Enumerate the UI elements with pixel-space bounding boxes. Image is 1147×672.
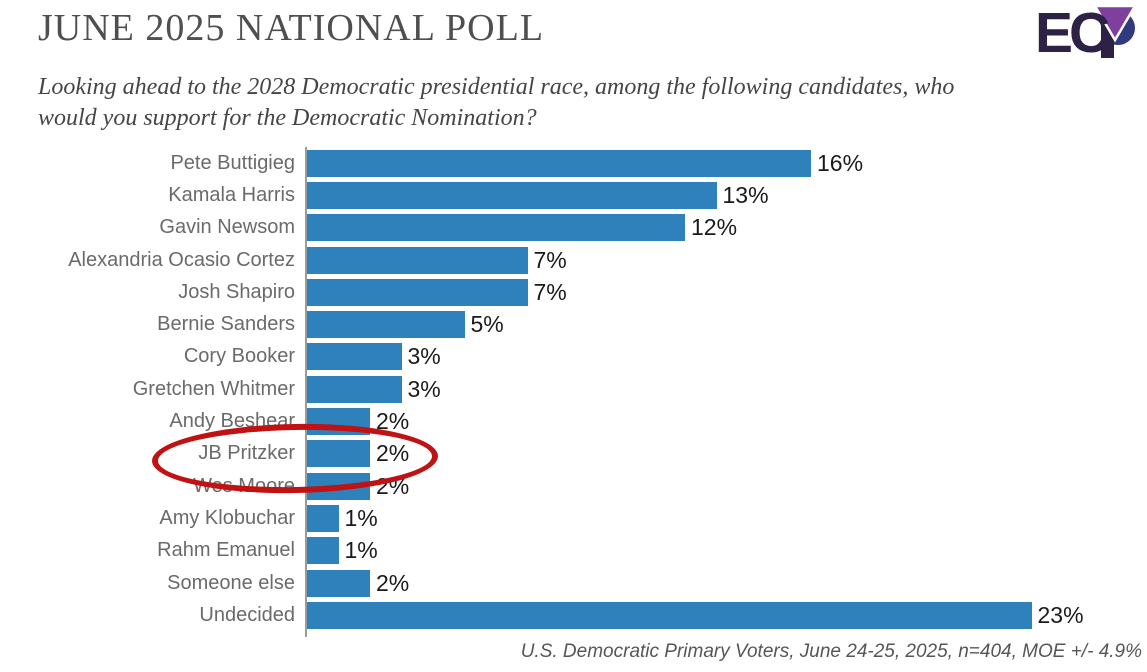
bar xyxy=(307,601,1032,629)
category-label: Cory Booker xyxy=(183,345,295,368)
bar xyxy=(307,149,811,177)
category-label: Andy Beshear xyxy=(169,410,295,433)
category-label: Wes Moore xyxy=(193,474,295,497)
value-label: 16% xyxy=(817,149,864,176)
bar-chart-rows: Pete Buttigieg 16% Kamala Harris 13% Gavin N… xyxy=(0,147,1147,632)
poll-question-line-2: would you support for the Democratic Nom… xyxy=(38,105,537,131)
category-label: Alexandria Ocasio Cortez xyxy=(68,248,295,271)
logo-p-check-purple xyxy=(1092,5,1138,43)
bar xyxy=(307,472,370,500)
bar-track: 2% xyxy=(305,405,1147,438)
bar-track: 2% xyxy=(305,566,1147,600)
value-label: 1% xyxy=(344,537,378,564)
value-label: 3% xyxy=(407,343,441,370)
source-note: U.S. Democratic Primary Voters, June 24-… xyxy=(520,641,1142,662)
category-label: Gretchen Whitmer xyxy=(132,377,295,400)
chart-row: Kamala Harris 13% xyxy=(0,179,1147,212)
chart-row: Undecided 23% xyxy=(0,599,1147,632)
value-label: 13% xyxy=(722,181,769,208)
bar xyxy=(307,246,528,274)
chart-row: Gavin Newsom 12% xyxy=(0,211,1147,244)
bar xyxy=(307,278,528,306)
page-title: JUNE 2025 NATIONAL POLL xyxy=(38,7,545,49)
category-label: Pete Buttigieg xyxy=(170,151,295,174)
value-label: 2% xyxy=(376,472,410,499)
chart-row: Rahm Emanuel 1% xyxy=(0,534,1147,567)
value-label: 2% xyxy=(376,569,410,596)
poll-question-line-1: Looking ahead to the 2028 Democratic pre… xyxy=(38,74,955,100)
chart-row: Someone else 2% xyxy=(0,566,1147,600)
category-label: Undecided xyxy=(199,603,295,626)
category-label: Kamala Harris xyxy=(168,183,295,206)
value-label: 2% xyxy=(376,408,410,435)
category-label: Gavin Newsom xyxy=(159,216,295,239)
bar-track: 16% xyxy=(305,147,1147,180)
chart-row: Alexandria Ocasio Cortez 7% xyxy=(0,243,1147,277)
bar xyxy=(307,569,370,597)
poll-question: Looking ahead to the 2028 Democratic pre… xyxy=(38,72,954,134)
bar-track: 3% xyxy=(305,340,1147,374)
bar-track: 7% xyxy=(305,276,1147,309)
bar xyxy=(307,214,685,242)
ecp-logo: EC xyxy=(1038,5,1138,61)
bar-track: 12% xyxy=(305,211,1147,244)
value-label: 7% xyxy=(533,278,567,305)
value-label: 23% xyxy=(1037,601,1084,628)
chart-row: Andy Beshear 2% xyxy=(0,405,1147,438)
value-label: 3% xyxy=(407,375,441,402)
value-label: 5% xyxy=(470,311,504,338)
bar xyxy=(307,343,402,371)
value-label: 7% xyxy=(533,246,567,273)
chart-row: Wes Moore 2% xyxy=(0,469,1147,503)
value-label: 1% xyxy=(344,504,378,531)
chart-row: Bernie Sanders 5% xyxy=(0,308,1147,341)
y-axis-line-tail xyxy=(305,631,317,638)
category-label: Josh Shapiro xyxy=(178,280,295,303)
bar xyxy=(307,440,370,468)
chart-row: Amy Klobuchar 1% xyxy=(0,502,1147,535)
bar-track: 1% xyxy=(305,534,1147,567)
chart-row: Cory Booker 3% xyxy=(0,340,1147,374)
chart-row: Josh Shapiro 7% xyxy=(0,276,1147,309)
bar-track: 2% xyxy=(305,469,1147,503)
value-label: 2% xyxy=(376,440,410,467)
logo-ec-text: EC xyxy=(1038,5,1109,61)
bar xyxy=(307,537,339,565)
chart-row: Pete Buttigieg 16% xyxy=(0,147,1147,180)
bar xyxy=(307,504,339,532)
bar-track: 7% xyxy=(305,243,1147,277)
bar xyxy=(307,311,465,339)
bar xyxy=(307,375,402,403)
category-label: Someone else xyxy=(167,571,295,594)
chart-row: Gretchen Whitmer 3% xyxy=(0,373,1147,406)
category-label: Bernie Sanders xyxy=(157,313,295,336)
bar-chart: Pete Buttigieg 16% Kamala Harris 13% Gavin N… xyxy=(0,147,1147,638)
category-label: Rahm Emanuel xyxy=(157,539,295,562)
bar-track: 13% xyxy=(305,179,1147,212)
bar-track: 2% xyxy=(305,437,1147,470)
category-label: JB Pritzker xyxy=(198,442,295,465)
bar-track: 23% xyxy=(305,599,1147,632)
value-label: 12% xyxy=(691,214,738,241)
category-label: Amy Klobuchar xyxy=(159,506,295,529)
bar xyxy=(307,408,370,436)
bar xyxy=(307,181,717,209)
chart-row: JB Pritzker 2% xyxy=(0,437,1147,470)
bar-track: 3% xyxy=(305,373,1147,406)
bar-track: 1% xyxy=(305,502,1147,535)
bar-track: 5% xyxy=(305,308,1147,341)
